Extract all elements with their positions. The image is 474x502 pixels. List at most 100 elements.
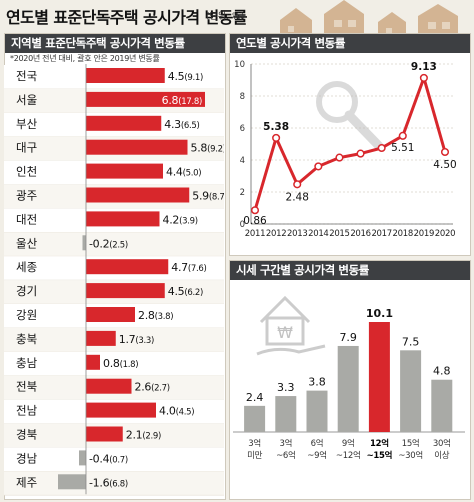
bar [86, 115, 162, 131]
value-label: 4.0(4.5) [159, 405, 194, 418]
category-label: 경남 [16, 451, 38, 465]
x-tick-label: 2018 [393, 229, 413, 239]
bar [431, 379, 453, 432]
bar [86, 402, 156, 418]
data-label: 5.51 [391, 142, 414, 154]
data-point [398, 131, 407, 140]
bar [82, 235, 86, 251]
data-point [293, 180, 302, 189]
y-tick-label: 4 [240, 156, 245, 166]
data-point [272, 133, 281, 142]
bar [86, 426, 123, 442]
price-band-header: 시세 구간별 공시가격 변동률 [230, 261, 470, 280]
category-label: 대구 [16, 141, 37, 155]
value-label: 7.5 [402, 335, 420, 348]
category-label: 부산 [16, 117, 38, 131]
category-label: 강원 [16, 308, 37, 322]
value-label: 3.3 [277, 381, 295, 394]
bar [58, 474, 86, 490]
house-hand-illustration [256, 295, 326, 356]
category-label: 경북 [16, 428, 37, 442]
data-point [335, 153, 344, 162]
value-label: 5.9(8.7) [192, 190, 224, 203]
unit-label: (단위: %) [206, 12, 245, 22]
category-label: 대전 [16, 212, 37, 226]
x-tick-label: 2011 [245, 229, 265, 239]
bar [86, 259, 169, 275]
category-label: 울산 [16, 236, 38, 250]
category-label-line1: 12억 [370, 438, 389, 449]
yearly-header: 연도별 공시가격 변동률 [230, 34, 470, 53]
won-icon: ₩ [277, 323, 293, 342]
value-label: 4.2(3.9) [163, 213, 198, 226]
value-label: 3.8 [308, 376, 326, 389]
row-band [4, 351, 224, 376]
bar [86, 163, 163, 179]
category-label: 전북 [16, 380, 37, 394]
value-label: 2.6(2.7) [135, 381, 170, 394]
category-label-line1: 15억 [402, 438, 420, 449]
bar [244, 405, 266, 432]
value-label: 2.8(3.8) [138, 309, 173, 322]
category-label: 충남 [16, 356, 38, 370]
yearly-panel: 연도별 공시가격 변동률 [229, 33, 471, 256]
category-label: 인천 [16, 165, 37, 179]
row-band [4, 447, 224, 472]
category-label-line1: 6억 [311, 438, 324, 449]
category-label-line1: 30억 [433, 438, 451, 449]
value-label: 10.1 [366, 307, 393, 320]
data-point [356, 149, 365, 158]
regional-header: 지역별 표준단독주택 공시가격 변동률 [5, 34, 225, 53]
value-label: -0.4(0.7) [89, 452, 128, 465]
category-label-line1: 9억 [342, 438, 355, 449]
bar [337, 345, 359, 432]
category-label-line2: ~6억 [276, 450, 295, 461]
value-label: 7.9 [339, 331, 357, 344]
bar [86, 139, 188, 155]
category-label: 제주 [16, 475, 37, 489]
data-label: 5.38 [263, 121, 289, 133]
data-label: 0.86 [243, 215, 267, 227]
bar [368, 322, 390, 432]
category-label: 세종 [16, 260, 37, 274]
x-tick-label: 2015 [329, 229, 349, 239]
data-point [440, 147, 450, 157]
bar [86, 378, 132, 394]
y-tick-label: 2 [240, 188, 245, 198]
main-title: 연도별 표준단독주택 공시가격 변동률 [6, 8, 247, 27]
bar [86, 330, 116, 346]
y-tick-label: 8 [240, 92, 245, 102]
bar [400, 350, 422, 432]
bar [86, 307, 135, 322]
value-label: 2.4 [246, 391, 264, 404]
bar [79, 450, 86, 466]
value-label: 2.1(2.9) [126, 429, 161, 442]
value-label: -0.2(2.5) [89, 237, 128, 250]
category-label-line2: ~9억 [307, 450, 326, 461]
y-tick-label: 10 [234, 60, 245, 70]
bar [86, 354, 100, 370]
category-label: 충북 [16, 332, 37, 346]
regional-note: *2020년 전년 대비, 괄호 안은 2019년 변동률 [10, 54, 160, 63]
price-band-chart: ₩2.43억미만3.33억~6억3.86억~9억7.99억~12억10.112억… [233, 295, 465, 461]
x-tick-label: 2020 [435, 229, 455, 239]
bar [86, 68, 165, 83]
value-label: 4.4(5.0) [166, 166, 201, 179]
data-point [419, 73, 428, 82]
category-label: 서울 [16, 93, 37, 107]
value-label: 4.5(9.1) [168, 70, 203, 83]
category-label-line1: 3억 [279, 438, 292, 449]
bar [86, 283, 165, 299]
bar [275, 396, 297, 432]
x-tick-label: 2014 [308, 229, 328, 239]
bar [86, 211, 160, 227]
x-tick-label: 2013 [287, 229, 307, 239]
category-label: 전남 [16, 404, 38, 418]
category-label: 전국 [16, 69, 37, 83]
x-tick-label: 2012 [266, 229, 286, 239]
series-line [253, 76, 447, 211]
category-label: 경기 [16, 284, 37, 298]
value-label: 1.7(3.3) [119, 333, 154, 346]
